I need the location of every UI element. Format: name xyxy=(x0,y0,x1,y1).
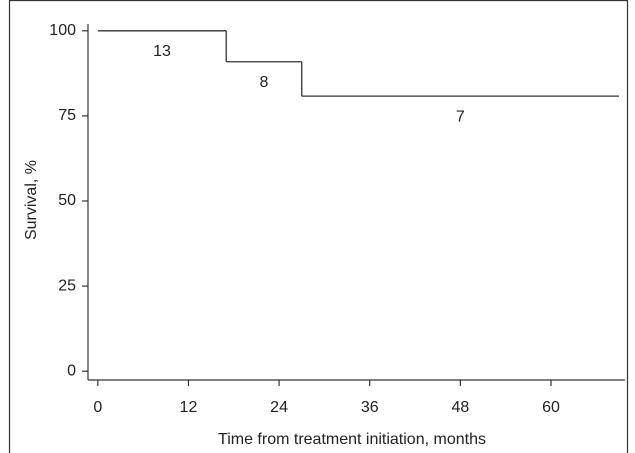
at-risk-label: 8 xyxy=(260,74,269,91)
at-risk-label: 13 xyxy=(153,43,171,60)
y-tick-label: 75 xyxy=(58,107,76,124)
x-tick-label: 12 xyxy=(180,399,198,416)
x-tick-label: 36 xyxy=(361,399,379,416)
y-axis-title: Survival, % xyxy=(23,160,40,240)
y-tick-label: 100 xyxy=(49,22,76,39)
y-tick-label: 50 xyxy=(58,192,76,209)
x-tick-label: 0 xyxy=(93,399,102,416)
y-tick-label: 0 xyxy=(67,362,76,379)
x-axis-title: Time from treatment initiation, months xyxy=(218,431,486,448)
x-tick-label: 48 xyxy=(451,399,469,416)
y-tick-label: 25 xyxy=(58,277,76,294)
x-tick-label: 60 xyxy=(542,399,560,416)
frame xyxy=(8,0,629,453)
x-tick-label: 24 xyxy=(270,399,288,416)
at-risk-label: 7 xyxy=(456,108,465,125)
